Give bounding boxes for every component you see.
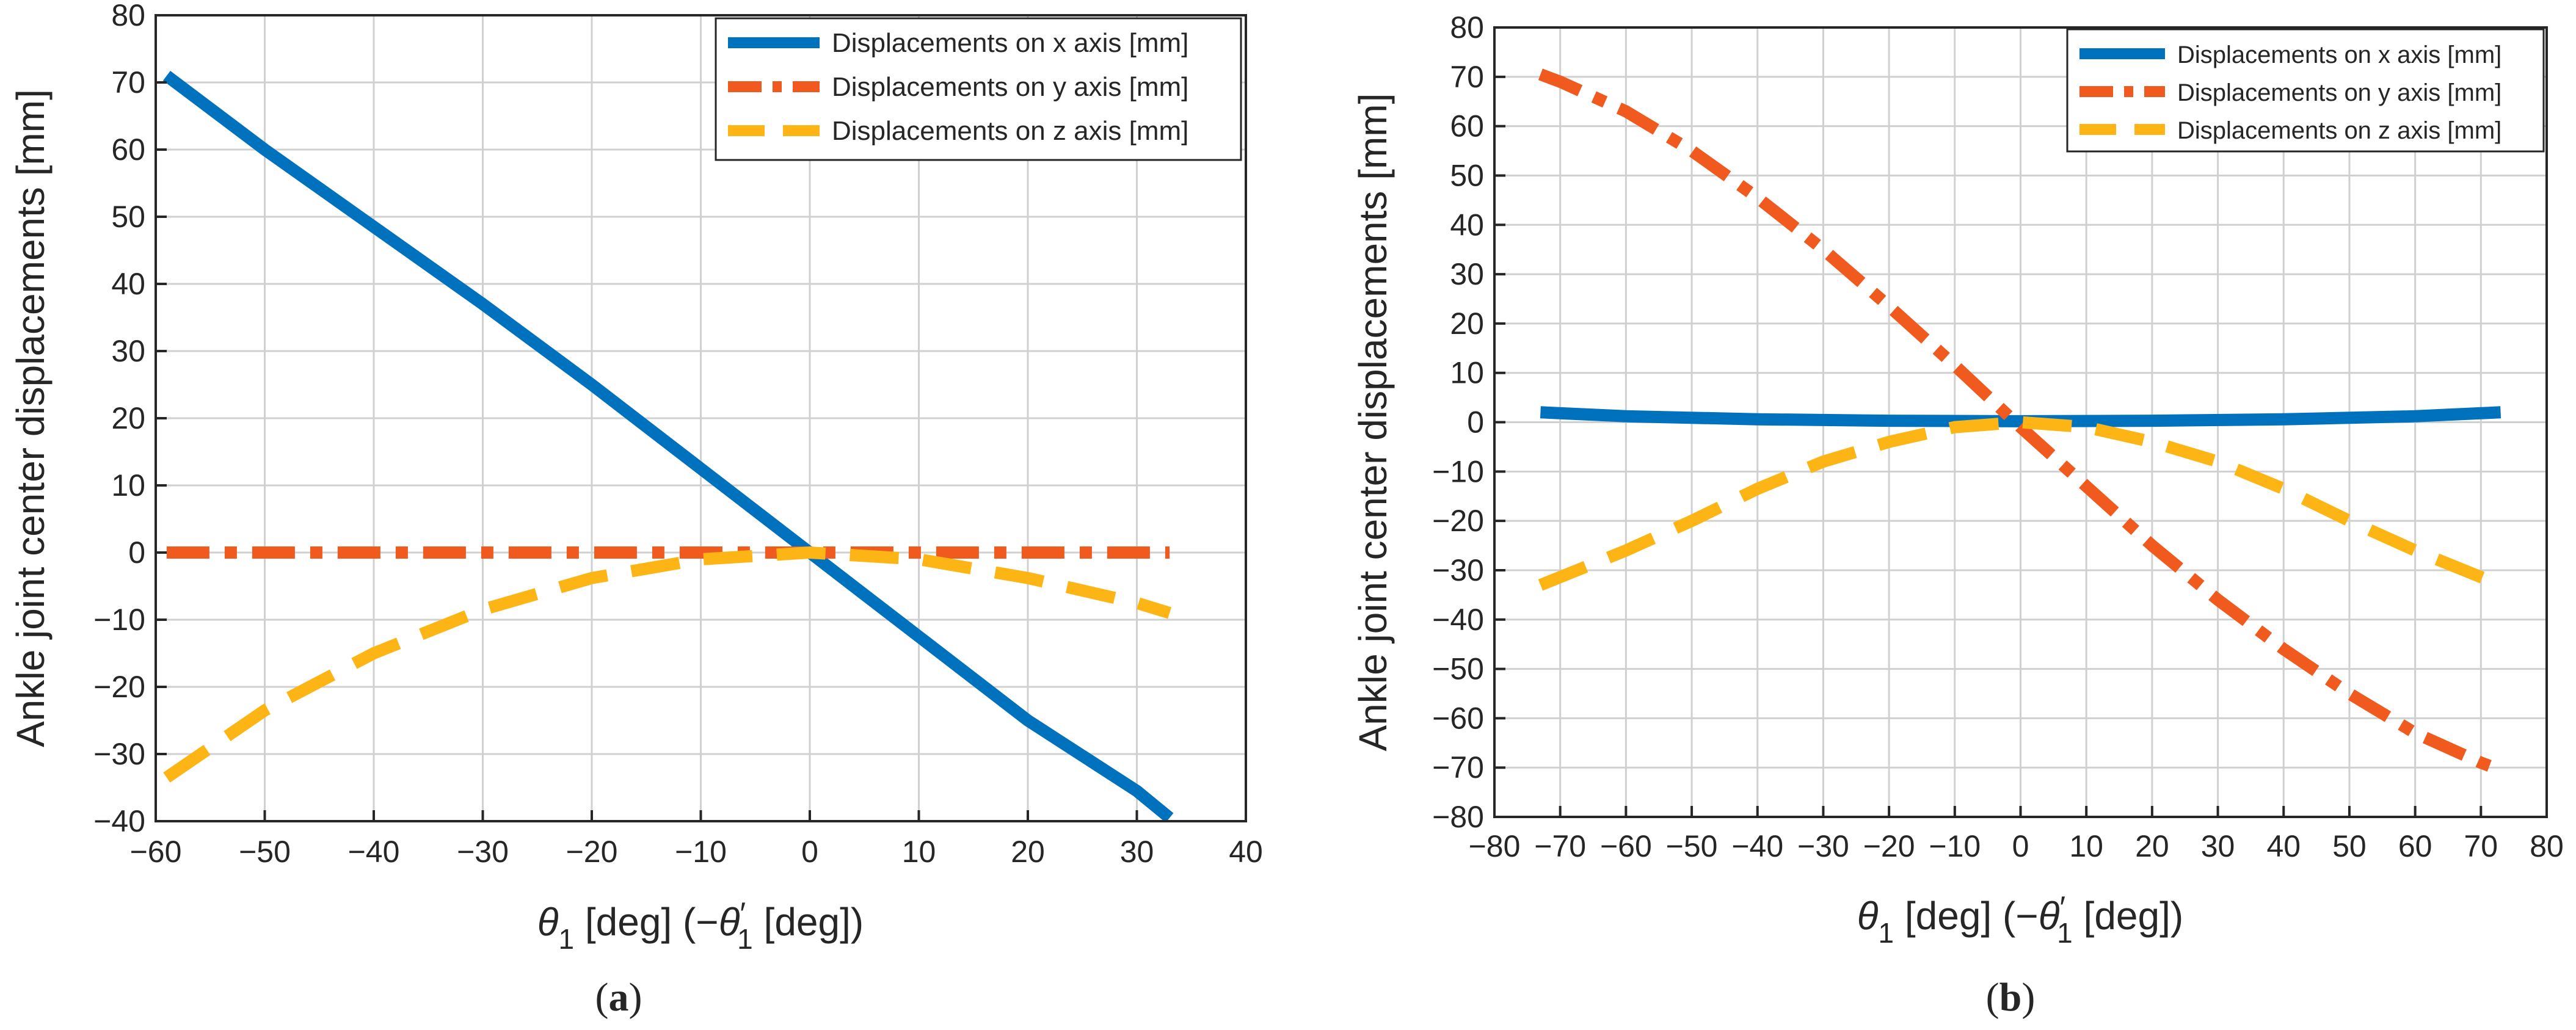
chart-panel-a: −60 −50 −40 −30 −20 −10 0 10 20 30 40 −40 −30 −20 −10 0… bbox=[9, 0, 1263, 1020]
y-tick-label: 40 bbox=[111, 267, 145, 301]
legend-label-x: Displacements on x axis [mm] bbox=[2177, 42, 2501, 68]
x-tick-label: −60 bbox=[1600, 829, 1652, 863]
y-tick-label: 30 bbox=[111, 334, 145, 368]
y-tick-label: 60 bbox=[1450, 109, 1484, 143]
y-tick-label: 50 bbox=[111, 200, 145, 234]
x-tick-label: −30 bbox=[457, 835, 509, 869]
x-tick-label: −30 bbox=[1797, 829, 1849, 863]
x-tick-label: 40 bbox=[2266, 829, 2301, 863]
x-tick-label: 40 bbox=[1229, 835, 1263, 869]
y-tick-label: −30 bbox=[93, 737, 145, 771]
x-tick-label: −50 bbox=[239, 835, 291, 869]
x-axis-title: θ1 [deg] (−θ′ 1 [deg]) bbox=[537, 896, 864, 955]
x-tick-label: 60 bbox=[2398, 829, 2432, 863]
y-tick-label: −40 bbox=[93, 804, 145, 838]
y-tick-label: 30 bbox=[1450, 257, 1484, 291]
x-tick-label: 80 bbox=[2530, 829, 2564, 863]
legend-label-y: Displacements on y axis [mm] bbox=[2177, 79, 2501, 106]
x-tick-label: −50 bbox=[1666, 829, 1718, 863]
y-tick-label: 10 bbox=[1450, 356, 1484, 390]
y-tick-label: −10 bbox=[93, 603, 145, 637]
series-line-y bbox=[1538, 68, 2503, 776]
y-tick-label: 60 bbox=[111, 132, 145, 167]
panel-label: (b) bbox=[1986, 975, 2036, 1020]
x-axis-title: θ1 [deg] (−θ′ 1 [deg]) bbox=[1857, 890, 2183, 949]
x-tick-label: 20 bbox=[2135, 829, 2169, 863]
y-tick-label: 0 bbox=[1467, 405, 1484, 440]
y-tick-label: 80 bbox=[1450, 10, 1484, 45]
y-tick-label: −60 bbox=[1432, 701, 1484, 735]
x-tick-label: 50 bbox=[2332, 829, 2367, 863]
x-tick-label: 10 bbox=[902, 835, 936, 869]
x-tick-label: −40 bbox=[348, 835, 400, 869]
y-tick-label: −30 bbox=[1432, 553, 1484, 587]
legend: Displacements on x axis [mm] Displacement… bbox=[715, 17, 1242, 161]
legend-label-z: Displacements on z axis [mm] bbox=[2177, 117, 2501, 144]
legend-label-x: Displacements on x axis [mm] bbox=[832, 28, 1188, 58]
x-tick-label: −20 bbox=[566, 835, 618, 869]
x-tick-label: −20 bbox=[1863, 829, 1915, 863]
x-tick-label: −10 bbox=[1929, 829, 1981, 863]
y-axis-title: Ankle joint center displacements [mm] bbox=[9, 89, 53, 747]
x-tick-label: 30 bbox=[1120, 835, 1154, 869]
x-tick-label: 0 bbox=[2012, 829, 2029, 863]
y-tick-label: 20 bbox=[111, 401, 145, 435]
legend-label-y: Displacements on y axis [mm] bbox=[832, 72, 1188, 102]
y-tick-label: −50 bbox=[1432, 652, 1484, 686]
series-line-x bbox=[1540, 406, 2501, 427]
legend-label-z: Displacements on z axis [mm] bbox=[832, 116, 1188, 146]
y-tick-label: 70 bbox=[111, 65, 145, 100]
x-tick-label: 20 bbox=[1011, 835, 1045, 869]
series-line-x bbox=[162, 71, 1174, 823]
x-tick-label: 30 bbox=[2201, 829, 2235, 863]
panel-label: (a) bbox=[595, 975, 642, 1020]
y-tick-label: 50 bbox=[1450, 158, 1484, 192]
x-tick-label: −80 bbox=[1469, 829, 1521, 863]
y-tick-label: −20 bbox=[1432, 504, 1484, 538]
x-tick-label: 0 bbox=[801, 835, 818, 869]
y-tick-label: 20 bbox=[1450, 306, 1484, 341]
y-tick-label: −70 bbox=[1432, 750, 1484, 785]
series-line-z bbox=[1538, 416, 2503, 591]
y-tick-label: 40 bbox=[1450, 208, 1484, 242]
chart-panel-b: −80 −70 −60 −50 −40 −30 −20 −10 0 10 20 30 40 50 60 70 8… bbox=[1351, 10, 2564, 1020]
x-tick-label: 70 bbox=[2464, 829, 2498, 863]
x-tick-label: −10 bbox=[675, 835, 727, 869]
y-axis-title: Ankle joint center displacements [mm] bbox=[1351, 93, 1395, 752]
x-tick-label: 10 bbox=[2069, 829, 2103, 863]
x-tick-label: −60 bbox=[130, 835, 182, 869]
y-tick-label: −20 bbox=[93, 670, 145, 704]
y-tick-label: −10 bbox=[1432, 454, 1484, 488]
y-tick-label: 80 bbox=[111, 0, 145, 32]
y-tick-label: 10 bbox=[111, 468, 145, 502]
x-tick-label: −70 bbox=[1534, 829, 1586, 863]
y-tick-label: 70 bbox=[1450, 60, 1484, 94]
y-tick-label: −80 bbox=[1432, 800, 1484, 834]
y-tick-label: 0 bbox=[128, 535, 145, 570]
x-tick-label: −40 bbox=[1731, 829, 1783, 863]
legend: Displacements on x axis [mm] Displacement… bbox=[2066, 28, 2545, 153]
y-tick-label: −40 bbox=[1432, 603, 1484, 637]
